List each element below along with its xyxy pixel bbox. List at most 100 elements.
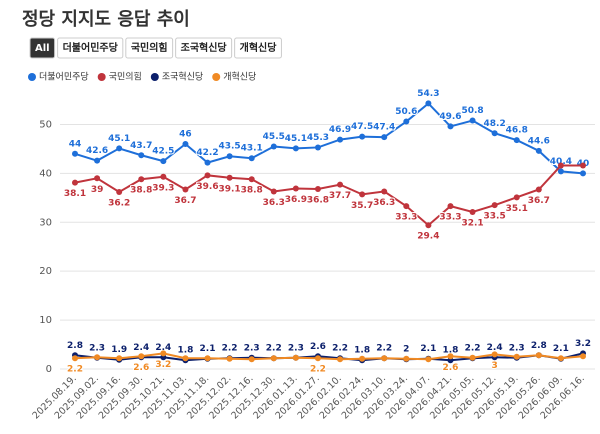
data-point [359, 355, 366, 362]
data-point [226, 355, 233, 362]
filter-label[interactable]: All [35, 43, 50, 54]
data-label: 3.2 [575, 339, 591, 349]
data-label: 39.1 [218, 184, 240, 194]
data-point [425, 222, 432, 229]
data-point [513, 194, 520, 201]
data-label: 2.6 [133, 363, 149, 373]
data-label: 1.8 [443, 346, 459, 356]
data-label: 2.3 [89, 343, 105, 353]
data-label: 2.2 [266, 344, 282, 354]
filter-label[interactable]: 국민의힘 [131, 41, 168, 54]
data-point [425, 100, 432, 107]
data-label: 46.9 [329, 125, 351, 135]
data-label: 54.3 [417, 89, 439, 99]
filter-label[interactable]: 조국혁신당 [181, 41, 228, 54]
data-label: 47.5 [351, 122, 373, 132]
data-point [270, 143, 277, 150]
data-point [381, 355, 388, 362]
y-tick-label: 40 [39, 168, 52, 179]
data-point [469, 117, 476, 124]
data-label: 39.6 [196, 182, 218, 192]
data-label: 36.7 [174, 196, 196, 206]
data-label: 43.5 [218, 142, 240, 152]
data-label: 35.7 [351, 201, 373, 211]
data-label: 42.2 [196, 148, 218, 158]
data-point [557, 168, 564, 175]
data-label: 2.4 [155, 343, 171, 353]
data-point [359, 191, 366, 198]
data-label: 2.1 [420, 344, 436, 354]
data-point [292, 185, 299, 192]
data-point [270, 188, 277, 195]
data-point [138, 353, 145, 360]
data-label: 2.3 [244, 343, 260, 353]
data-label: 42.5 [152, 147, 174, 157]
data-point [314, 186, 321, 193]
data-point [403, 355, 410, 362]
y-tick-label: 50 [39, 119, 52, 130]
data-point [182, 186, 189, 193]
data-point [535, 186, 542, 193]
data-point [204, 172, 211, 179]
data-label: 33.5 [484, 212, 506, 222]
data-label: 2.4 [487, 343, 503, 353]
data-label: 43.7 [130, 141, 152, 151]
data-label: 2.2 [310, 365, 326, 375]
data-point [226, 153, 233, 160]
data-point [381, 188, 388, 195]
data-point [138, 152, 145, 159]
data-label: 36.7 [528, 196, 550, 206]
data-point [138, 176, 145, 183]
data-point [204, 355, 211, 362]
filter-button[interactable] [29, 37, 56, 59]
filter-button[interactable] [125, 37, 174, 59]
data-point [94, 175, 101, 182]
data-label: 45.1 [285, 134, 307, 144]
data-label: 38.1 [64, 189, 86, 199]
data-label: 2.2 [332, 344, 348, 354]
data-label: 38.8 [130, 186, 152, 196]
data-point [204, 159, 211, 166]
data-label: 47.4 [373, 123, 395, 133]
data-label: 2.6 [310, 342, 326, 352]
data-point [491, 351, 498, 358]
y-tick-label: 10 [39, 315, 52, 326]
data-point [314, 355, 321, 362]
data-label: 2.8 [531, 341, 547, 351]
data-point [314, 144, 321, 151]
filter-button[interactable] [175, 37, 233, 59]
legend-label: 국민의힘 [109, 72, 142, 83]
legend-marker [97, 73, 106, 81]
data-point [292, 145, 299, 152]
data-point [160, 173, 167, 180]
filter-label[interactable]: 개혁신당 [240, 41, 278, 54]
data-label: 45.1 [108, 134, 130, 144]
data-point [292, 354, 299, 361]
legend-label: 개혁신당 [223, 72, 256, 83]
filter-label[interactable]: 더불어민주당 [63, 41, 119, 54]
data-point [491, 130, 498, 137]
data-label: 3.2 [155, 360, 171, 370]
data-point [337, 356, 344, 363]
data-point [425, 356, 432, 363]
legend-marker [28, 73, 36, 81]
data-point [116, 355, 123, 362]
data-label: 42.6 [86, 146, 108, 156]
data-label: 36.9 [285, 195, 307, 205]
data-point [160, 158, 167, 165]
data-label: 2 [403, 345, 409, 355]
data-label: 2.1 [200, 344, 216, 354]
data-label: 50.6 [395, 107, 417, 117]
data-label: 50.8 [461, 106, 483, 116]
data-label: 2.3 [288, 343, 304, 353]
filter-button[interactable] [57, 37, 124, 59]
data-label: 1.8 [354, 346, 370, 356]
y-tick-label: 30 [39, 217, 52, 228]
data-point [580, 170, 586, 177]
data-label: 48.2 [484, 119, 506, 129]
data-label: 2.8 [67, 341, 83, 351]
filter-button[interactable] [234, 37, 282, 59]
data-label: 38.8 [241, 186, 263, 196]
series-line [74, 102, 584, 175]
data-point [337, 136, 344, 143]
